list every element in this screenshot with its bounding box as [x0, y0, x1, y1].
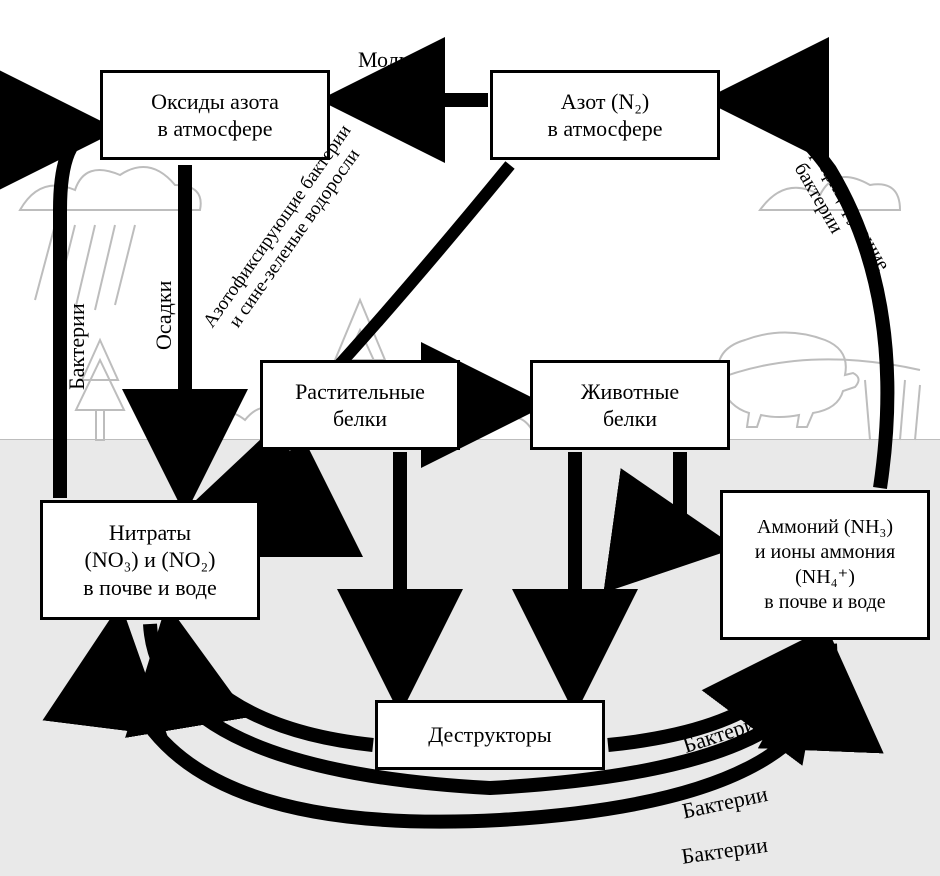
- node-nitrogen-oxides: Оксиды азотав атмосфере: [100, 70, 330, 160]
- node-label: Нитраты(NO₃) и (NO₂)в почве и воде: [83, 519, 217, 602]
- label-lightning: Молнии: [358, 48, 434, 72]
- node-atmospheric-n2: Азот (N₂)в атмосфере: [490, 70, 720, 160]
- label-precipitation: Осадки: [152, 281, 176, 350]
- node-label: Аммоний (NH₃)и ионы аммония(NH₄⁺)в почве…: [755, 515, 895, 615]
- node-label: Растительныебелки: [295, 378, 425, 433]
- node-ammonium: Аммоний (NH₃)и ионы аммония(NH₄⁺)в почве…: [720, 490, 930, 640]
- node-plant-proteins: Растительныебелки: [260, 360, 460, 450]
- node-label: Оксиды азотав атмосфере: [151, 88, 279, 143]
- node-animal-proteins: Животныебелки: [530, 360, 730, 450]
- node-label: Азот (N₂)в атмосфере: [548, 88, 663, 143]
- label-bacteria-up: Бактерии: [65, 303, 89, 390]
- node-nitrates: Нитраты(NO₃) и (NO₂)в почве и воде: [40, 500, 260, 620]
- node-label: Деструкторы: [428, 721, 551, 749]
- nitrogen-cycle-diagram: { "type":"flowchart", "background_color"…: [0, 0, 940, 876]
- node-destructors: Деструкторы: [375, 700, 605, 770]
- node-label: Животныебелки: [581, 378, 679, 433]
